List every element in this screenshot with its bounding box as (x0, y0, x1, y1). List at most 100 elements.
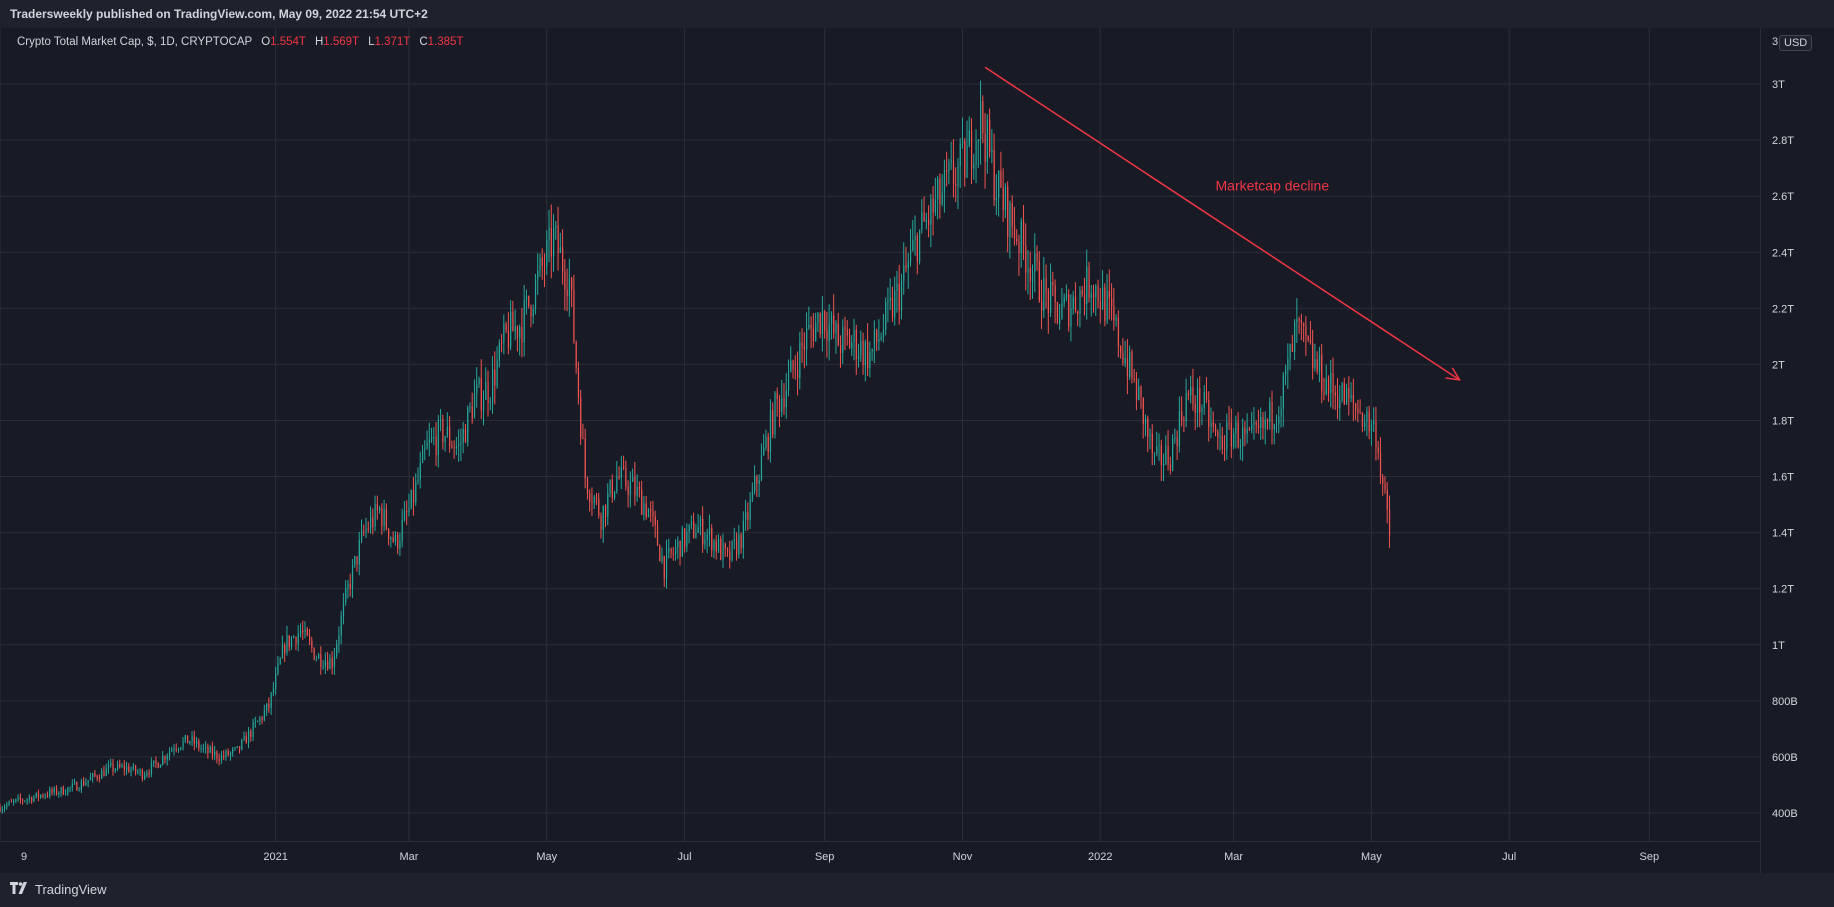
candle-body (747, 512, 749, 520)
candle-body (476, 384, 478, 394)
tradingview-brand[interactable]: TradingView (10, 882, 107, 897)
candle-body (783, 398, 785, 408)
candle-body (821, 311, 824, 335)
candle-body (966, 145, 968, 178)
candle-body (96, 775, 98, 779)
x-tick-label: 9 (21, 851, 27, 863)
candle-body (209, 747, 211, 753)
candle-body (135, 765, 137, 772)
candle-body (1052, 281, 1054, 286)
candle-body (1273, 424, 1275, 430)
candle-body (1192, 386, 1194, 405)
candle-body (977, 139, 979, 142)
candle-body (406, 511, 408, 513)
drawings[interactable]: Marketcap decline (984, 66, 1461, 381)
symbol-legend[interactable]: Crypto Total Market Cap, $, 1D, CRYPTOCA… (17, 36, 463, 48)
candle-body (277, 663, 279, 674)
candle-body (205, 746, 207, 748)
candle-body (824, 311, 826, 331)
candle-body (467, 407, 469, 443)
candle-body (961, 141, 964, 144)
grid-lines (0, 28, 1760, 841)
candle-body (516, 326, 519, 339)
candle-body (1361, 413, 1364, 427)
candle-body (311, 640, 313, 648)
candle-body (31, 797, 33, 802)
candle-body (28, 797, 31, 800)
candle-body (293, 637, 295, 639)
candle-body (1242, 427, 1244, 447)
candle-body (1373, 421, 1375, 425)
candle-body (356, 556, 358, 565)
candle-body (620, 466, 623, 478)
candle-body (1348, 388, 1350, 399)
candle-body (449, 426, 451, 446)
candle-body (751, 491, 754, 500)
candle-body (116, 763, 119, 770)
candle-body (934, 199, 937, 213)
candle-body (1194, 404, 1196, 413)
candle-body (717, 538, 720, 552)
candle-body (715, 540, 717, 552)
candle-body (1307, 336, 1309, 340)
candle-body (688, 524, 690, 532)
candle-body (993, 149, 995, 201)
chart-area[interactable]: Marketcap decline 400B 600B 800B 1T 1.2T 1.4T… (0, 28, 1834, 873)
candle-body (128, 766, 130, 773)
candle-body (202, 747, 205, 749)
candle-body (489, 402, 491, 404)
candle-body (1190, 386, 1192, 396)
candle-body (1246, 429, 1248, 434)
candle-body (1169, 464, 1172, 471)
candle-body (37, 792, 40, 798)
candle-body (501, 342, 503, 344)
candle-body (1325, 378, 1327, 395)
candle-body (270, 692, 272, 708)
currency-badge[interactable]: USD (1779, 35, 1813, 51)
time-axis[interactable]: 9 2021 Mar May Jul Sep Nov 2022 Mar May Jul Sep (21, 851, 1659, 863)
candle-body (281, 645, 284, 659)
candle-body (1070, 308, 1072, 327)
candle-body (614, 491, 616, 499)
candle-body (284, 645, 286, 654)
price-axis[interactable]: 400B 600B 800B 1T 1.2T 1.4T 1.6T 1.8T 2T 2.2T 2.4T… (1772, 36, 1798, 820)
candle-body (1212, 422, 1214, 427)
candle-body (873, 329, 876, 349)
candle-body (564, 271, 566, 290)
x-tick-label: Sep (815, 851, 835, 863)
candle-body (1294, 322, 1296, 352)
candle-body (1321, 354, 1323, 392)
candle-body (182, 740, 184, 748)
candle-body (250, 731, 252, 738)
candle-body (675, 547, 677, 555)
candle-body (695, 532, 697, 538)
candle-body (1287, 358, 1289, 370)
candle-body (193, 736, 196, 745)
chart-canvas[interactable]: Marketcap decline 400B 600B 800B 1T 1.2T 1.4T… (0, 28, 1834, 873)
candle-body (49, 789, 51, 796)
candle-body (442, 419, 444, 443)
candle-body (1309, 339, 1312, 344)
candle-body (60, 787, 62, 793)
candle-body (1199, 387, 1201, 413)
candle-body (839, 345, 842, 353)
low-label: L (368, 36, 375, 48)
candle-body (492, 369, 494, 403)
candle-body (232, 749, 234, 753)
candle-body (1133, 378, 1135, 380)
candle-body (399, 540, 401, 549)
candle-body (738, 534, 740, 555)
candle-body (742, 520, 745, 548)
candle-body (225, 750, 227, 757)
candle-body (331, 658, 333, 668)
candle-body (392, 537, 394, 542)
candle-body (767, 436, 769, 453)
candle-body (1126, 357, 1129, 377)
candle-body (440, 419, 442, 421)
candle-body (521, 327, 523, 343)
candle-body (1059, 318, 1061, 324)
candle-body (318, 654, 320, 659)
candle-body (853, 329, 855, 343)
candle-body (600, 515, 602, 530)
candle-body (329, 658, 331, 670)
